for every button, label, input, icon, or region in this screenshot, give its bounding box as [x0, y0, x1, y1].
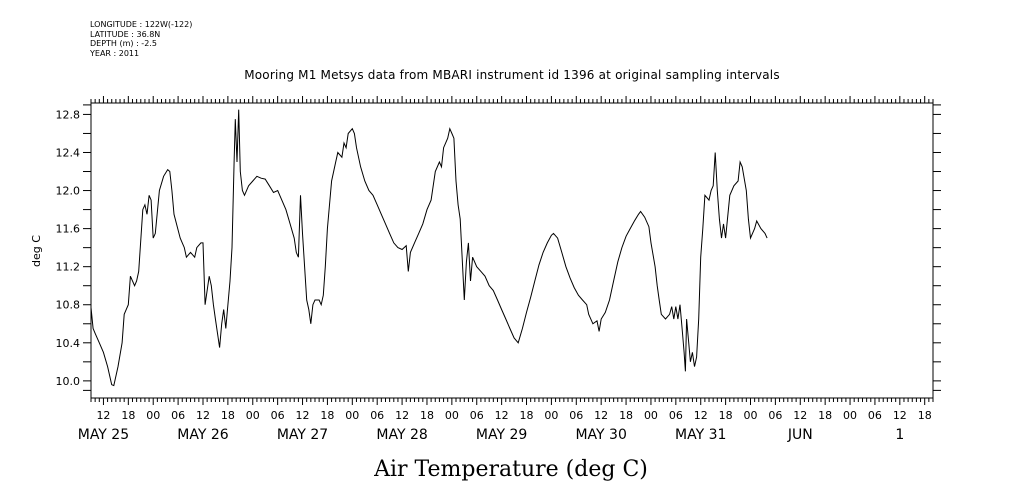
x-tick-label: 12: [694, 409, 708, 422]
latitude-text: LATITUDE : 36.8N: [90, 29, 161, 39]
tick-labels: 10.0 10.4 10.8 11.2 11.6 12.0 12.4 12.8 12 18 00 06…: [56, 108, 932, 443]
x-tick-label: 06: [370, 409, 384, 422]
x-tick-label: 12: [594, 409, 608, 422]
x-tick-label: 00: [743, 409, 757, 422]
series-line: [90, 109, 768, 387]
x-tick-label: 00: [644, 409, 658, 422]
y-tick-label: 11.2: [56, 261, 81, 274]
x-tick-label: 06: [271, 409, 285, 422]
x-tick-label: 12: [495, 409, 509, 422]
x-tick-label: 18: [619, 409, 633, 422]
x-day-label: MAY 26: [177, 427, 228, 443]
x-tick-label: 06: [171, 409, 185, 422]
x-tick-label: 12: [196, 409, 210, 422]
y-tick-label: 10.8: [56, 299, 81, 312]
y-tick-label: 12.4: [56, 146, 81, 159]
x-tick-label: 18: [918, 409, 932, 422]
x-tick-label: 18: [719, 409, 733, 422]
x-tick-label: 00: [146, 409, 160, 422]
y-tick-label: 10.4: [56, 337, 81, 350]
x-tick-label: 12: [296, 409, 310, 422]
plot-frame: [90, 102, 934, 399]
tick-marks: [83, 96, 941, 405]
x-tick-label: 18: [320, 409, 334, 422]
y-tick-label: 12.8: [56, 108, 81, 121]
x-day-label: MAY 27: [277, 427, 328, 443]
x-tick-label: 00: [843, 409, 857, 422]
x-day-label: 1: [895, 427, 904, 443]
x-tick-label: 18: [121, 409, 135, 422]
x-day-label: JUN: [787, 427, 813, 443]
x-tick-label: 12: [893, 409, 907, 422]
x-tick-label: 06: [669, 409, 683, 422]
x-tick-label: 06: [768, 409, 782, 422]
x-day-label: MAY 29: [476, 427, 527, 443]
x-tick-label: 00: [246, 409, 260, 422]
x-tick-label: 06: [569, 409, 583, 422]
x-day-label: MAY 28: [376, 427, 427, 443]
x-tick-label: 18: [520, 409, 534, 422]
x-day-label: MAY 31: [675, 427, 726, 443]
x-tick-label: 00: [544, 409, 558, 422]
y-tick-label: 11.6: [56, 223, 81, 236]
x-tick-label: 18: [420, 409, 434, 422]
y-tick-label: 12.0: [56, 185, 81, 198]
x-axis-label: Air Temperature (deg C): [373, 457, 648, 482]
depth-text: DEPTH (m) : -2.5: [90, 39, 157, 48]
x-tick-label: 12: [793, 409, 807, 422]
x-tick-label: 06: [470, 409, 484, 422]
x-tick-label: 18: [818, 409, 832, 422]
x-day-label: MAY 30: [575, 427, 626, 443]
x-tick-label: 18: [221, 409, 235, 422]
chart-title: Mooring M1 Metsys data from MBARI instru…: [244, 68, 780, 82]
x-tick-label: 00: [445, 409, 459, 422]
longitude-text: LONGITUDE : 122W(-122): [90, 20, 193, 29]
metadata-block: LONGITUDE : 122W(-122) LATITUDE : 36.8N …: [90, 20, 192, 58]
x-tick-label: 12: [96, 409, 110, 422]
year-text: YEAR : 2011: [90, 48, 140, 58]
x-tick-label: 12: [395, 409, 409, 422]
y-axis-label: deg C: [30, 235, 43, 267]
x-tick-label: 06: [868, 409, 882, 422]
x-day-label: MAY 25: [78, 427, 129, 443]
y-tick-label: 10.0: [56, 375, 81, 388]
x-tick-label: 00: [345, 409, 359, 422]
